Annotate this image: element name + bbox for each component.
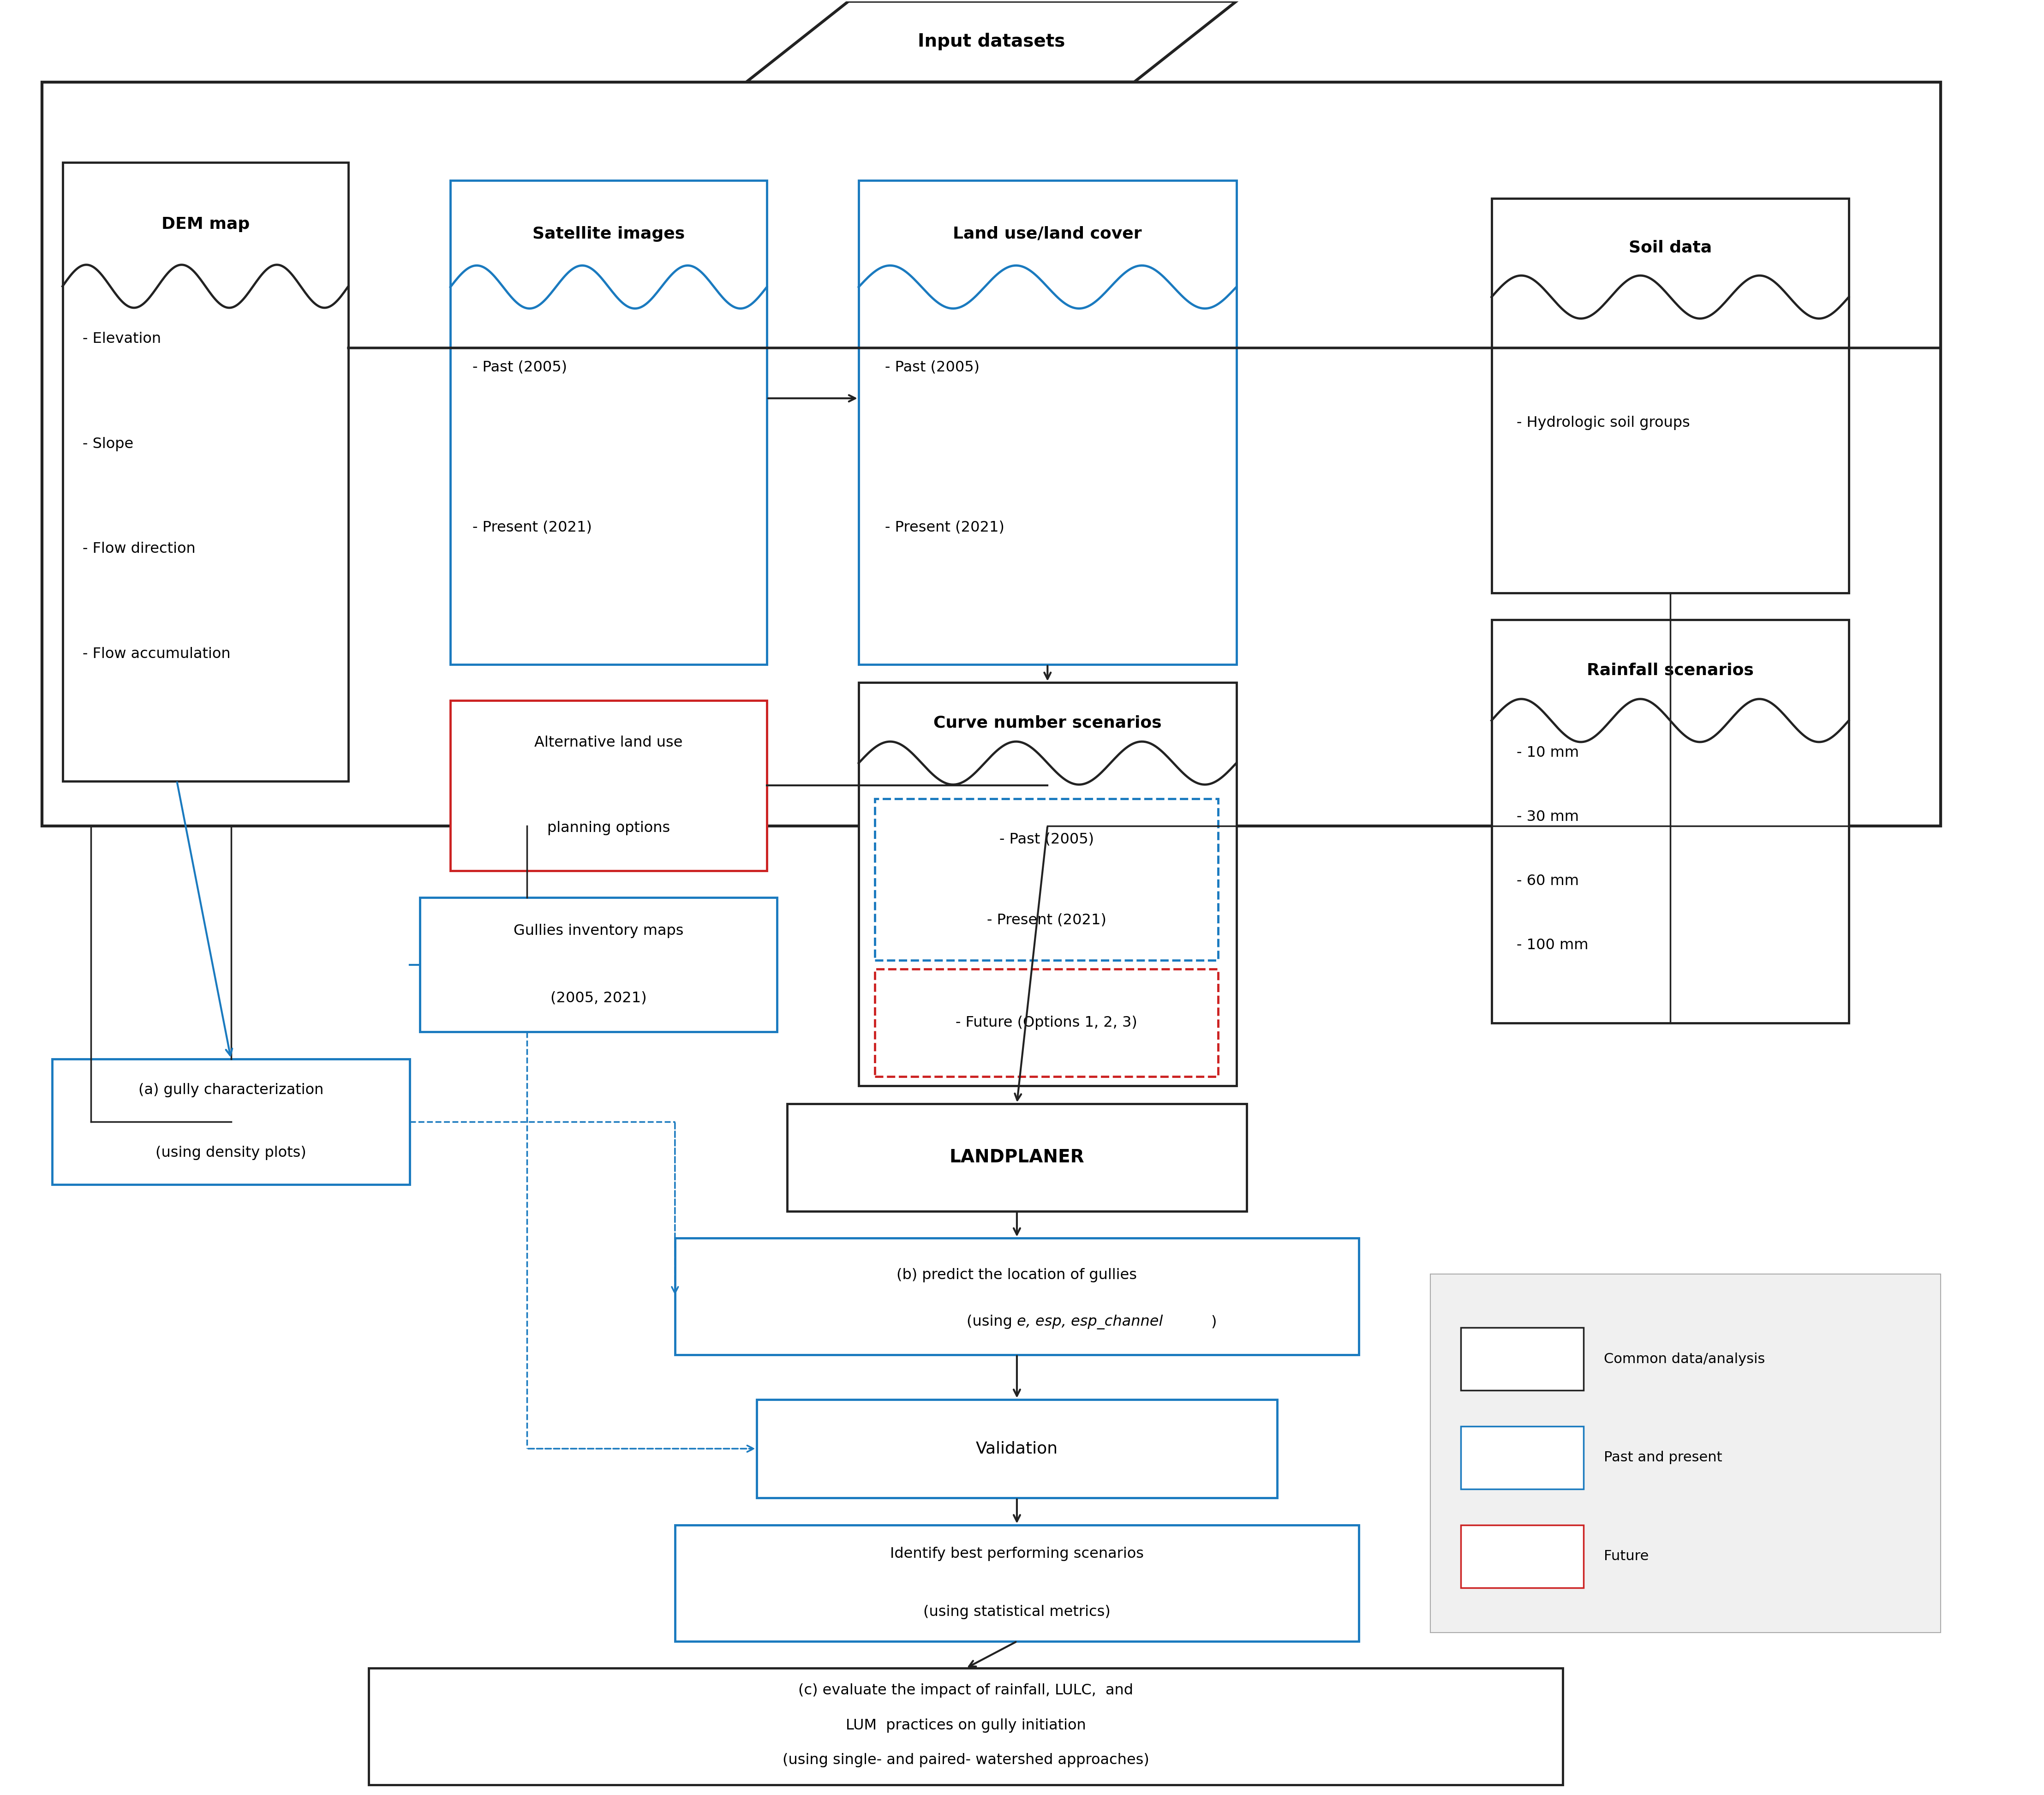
Text: (a) gully characterization: (a) gully characterization (139, 1082, 323, 1097)
Text: (c) evaluate the impact of rainfall, LULC,  and: (c) evaluate the impact of rainfall, LUL… (799, 1684, 1132, 1698)
Bar (1461, 1328, 1584, 1391)
Text: - Past (2005): - Past (2005) (1000, 833, 1094, 847)
Bar (858, 181, 1237, 664)
Bar (368, 1668, 1564, 1784)
Text: - 30 mm: - 30 mm (1517, 810, 1578, 824)
Bar (858, 682, 1237, 1086)
Text: - Hydrologic soil groups: - Hydrologic soil groups (1517, 416, 1690, 429)
Text: Alternative land use: Alternative land use (533, 736, 683, 750)
Text: Validation: Validation (975, 1441, 1059, 1456)
Text: ): ) (1210, 1314, 1216, 1328)
Bar (675, 1239, 1359, 1355)
Bar (675, 1526, 1359, 1641)
Text: - Present (2021): - Present (2021) (472, 521, 593, 535)
Text: - Elevation: - Elevation (82, 332, 161, 346)
Bar (1461, 1526, 1584, 1587)
Text: (b) predict the location of gullies: (b) predict the location of gullies (897, 1269, 1136, 1282)
Text: - Flow accumulation: - Flow accumulation (82, 646, 231, 661)
Text: - 60 mm: - 60 mm (1517, 874, 1578, 889)
Text: - Slope: - Slope (82, 436, 133, 451)
Text: LUM  practices on gully initiation: LUM practices on gully initiation (846, 1718, 1085, 1732)
Text: (using single- and paired- watershed approaches): (using single- and paired- watershed app… (783, 1754, 1149, 1768)
Text: Gullies inventory maps: Gullies inventory maps (513, 924, 683, 939)
Bar (53, 1059, 409, 1185)
Bar (875, 969, 1218, 1077)
Text: Past and present: Past and present (1605, 1450, 1723, 1465)
Text: (using statistical metrics): (using statistical metrics) (924, 1605, 1110, 1619)
Bar (43, 83, 1940, 826)
Text: (using: (using (967, 1314, 1018, 1328)
Text: Common data/analysis: Common data/analysis (1605, 1352, 1766, 1366)
Text: Satellite images: Satellite images (531, 226, 685, 242)
Text: - 10 mm: - 10 mm (1517, 745, 1578, 759)
Text: Input datasets: Input datasets (918, 32, 1065, 50)
Text: Rainfall scenarios: Rainfall scenarios (1586, 662, 1754, 679)
Text: - Past (2005): - Past (2005) (885, 361, 979, 375)
Text: Land use/land cover: Land use/land cover (953, 226, 1143, 242)
Text: e, esp, esp_channel: e, esp, esp_channel (1018, 1314, 1163, 1330)
Bar (1492, 199, 1848, 592)
Bar (1461, 1427, 1584, 1490)
Text: (2005, 2021): (2005, 2021) (550, 991, 646, 1005)
Bar (787, 1104, 1247, 1212)
Bar (756, 1400, 1278, 1499)
Text: Identify best performing scenarios: Identify best performing scenarios (889, 1547, 1145, 1562)
Bar (1431, 1274, 1940, 1632)
Text: planning options: planning options (548, 820, 670, 835)
Polygon shape (746, 2, 1237, 83)
Bar (875, 799, 1218, 960)
Text: - 100 mm: - 100 mm (1517, 939, 1588, 953)
Bar (419, 898, 777, 1032)
Text: - Present (2021): - Present (2021) (987, 912, 1106, 926)
Bar (1492, 619, 1848, 1023)
Bar (450, 181, 766, 664)
Text: DEM map: DEM map (161, 217, 249, 232)
Text: LANDPLANER: LANDPLANER (948, 1149, 1085, 1167)
Bar (63, 163, 347, 781)
Text: Curve number scenarios: Curve number scenarios (934, 714, 1161, 731)
Text: Future: Future (1605, 1549, 1650, 1563)
Text: - Flow direction: - Flow direction (82, 542, 196, 556)
Text: (using density plots): (using density plots) (155, 1145, 307, 1160)
Text: Soil data: Soil data (1629, 241, 1711, 255)
Text: - Present (2021): - Present (2021) (885, 521, 1004, 535)
Text: - Past (2005): - Past (2005) (472, 361, 566, 375)
Text: - Future (Options 1, 2, 3): - Future (Options 1, 2, 3) (957, 1016, 1136, 1030)
Bar (450, 700, 766, 871)
